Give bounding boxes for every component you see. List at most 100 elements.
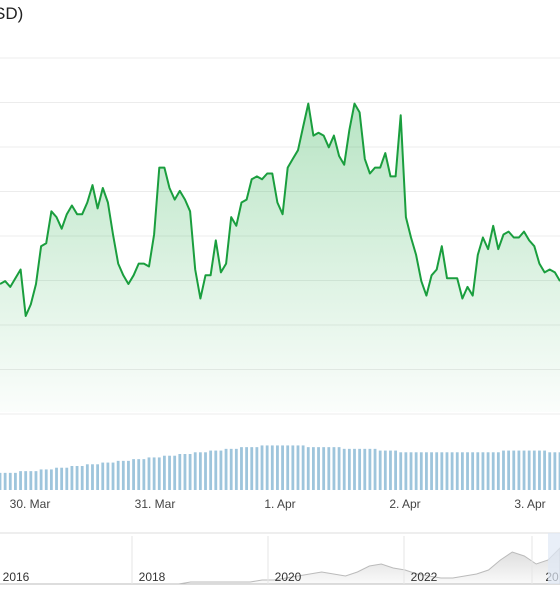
volume-bar xyxy=(142,459,146,490)
volume-bar xyxy=(224,448,228,490)
volume-bar xyxy=(265,445,269,490)
x-tick-label: 31. Mar xyxy=(135,497,176,511)
volume-bar xyxy=(44,469,48,490)
volume-bar xyxy=(440,452,444,490)
volume-bar xyxy=(39,469,43,490)
volume-bar xyxy=(260,445,264,490)
volume-bar xyxy=(491,452,495,490)
navigator-area xyxy=(0,547,560,585)
volume-bar xyxy=(183,454,187,490)
navigator-tick-label: 2016 xyxy=(3,570,30,584)
volume-bar xyxy=(363,448,367,490)
volume-bar xyxy=(173,455,177,490)
volume-bar xyxy=(229,448,233,490)
volume-bar xyxy=(327,447,331,490)
volume-bar xyxy=(34,471,38,490)
volume-bar xyxy=(65,467,69,490)
volume-bar xyxy=(527,450,531,490)
volume-bar xyxy=(317,447,320,490)
volume-bar xyxy=(281,445,284,490)
volume-bar xyxy=(132,459,135,490)
volume-bar xyxy=(558,452,560,490)
volume-bar xyxy=(209,450,213,490)
volume-bar xyxy=(19,471,22,490)
volume-bar xyxy=(425,452,428,490)
volume-bar xyxy=(286,445,290,490)
volume-bar xyxy=(188,454,192,490)
navigator-range-selection[interactable] xyxy=(548,533,560,584)
volume-bar xyxy=(245,447,249,490)
volume-bar xyxy=(373,448,377,490)
volume-bar xyxy=(486,452,490,490)
volume-bar xyxy=(481,452,485,490)
x-tick-label: 3. Apr xyxy=(514,497,545,511)
volume-bar xyxy=(234,448,238,490)
volume-bar xyxy=(121,460,125,490)
volume-bar xyxy=(193,452,197,490)
volume-bar xyxy=(219,450,223,490)
volume-bar xyxy=(538,450,541,490)
price-line xyxy=(0,102,560,317)
volume-bar xyxy=(368,448,372,490)
volume-bar xyxy=(3,472,7,490)
x-tick-label: 30. Mar xyxy=(10,497,51,511)
volume-bar xyxy=(127,460,130,490)
volume-bar xyxy=(0,472,2,490)
volume-bar xyxy=(85,464,89,490)
volume-bar xyxy=(471,452,475,490)
chart-title: SD) xyxy=(0,4,24,23)
volume-bar xyxy=(255,447,259,490)
volume-bar xyxy=(507,450,511,490)
volume-bar xyxy=(517,450,521,490)
volume-bar xyxy=(24,471,28,490)
volume-bar xyxy=(455,452,459,490)
volume-bar xyxy=(178,454,182,490)
volume-bar xyxy=(163,455,166,490)
volume-bar xyxy=(378,450,382,490)
volume-bar xyxy=(532,450,536,490)
volume-bar xyxy=(14,472,17,490)
volume-bar xyxy=(276,445,279,490)
volume-bar xyxy=(204,452,207,490)
volume-bar xyxy=(49,469,53,490)
volume-bar xyxy=(91,464,94,490)
volume-bar xyxy=(522,450,526,490)
volume-bar xyxy=(389,450,392,490)
volume-bar xyxy=(291,445,295,490)
volume-bar xyxy=(450,452,454,490)
volume-bar xyxy=(466,452,469,490)
volume-bar xyxy=(198,452,202,490)
navigator-tick-label: 2018 xyxy=(139,570,166,584)
volume-bar xyxy=(435,452,439,490)
x-axis-labels: 30. Mar 31. Mar 1. Apr 2. Apr 3. Apr xyxy=(10,497,546,511)
volume-bar xyxy=(75,466,79,490)
volume-bar xyxy=(157,457,161,490)
volume-bar xyxy=(137,459,141,490)
volume-bar xyxy=(70,466,74,490)
volume-bar xyxy=(399,452,403,490)
volume-bar xyxy=(445,452,449,490)
volume-bar xyxy=(502,450,505,490)
volume-bar xyxy=(270,445,274,490)
volume-bar xyxy=(419,452,423,490)
volume-bar xyxy=(116,460,120,490)
volume-bar xyxy=(512,450,516,490)
volume-bar xyxy=(337,447,341,490)
volume-bar xyxy=(353,448,356,490)
volume-bar xyxy=(80,466,84,490)
navigator[interactable]: 201620182020202220 xyxy=(0,532,560,585)
volume-bar xyxy=(409,452,413,490)
volume-bar xyxy=(106,462,110,490)
volume-bar xyxy=(460,452,464,490)
volume-bar xyxy=(543,450,546,490)
navigator-tick-label: 2020 xyxy=(275,570,302,584)
volume-bar xyxy=(347,448,351,490)
volume-bar xyxy=(240,447,243,490)
volume-bar xyxy=(214,450,218,490)
price-area xyxy=(0,103,560,412)
x-tick-label: 2. Apr xyxy=(389,497,420,511)
volume-bar xyxy=(55,467,58,490)
navigator-tick-label: 2022 xyxy=(411,570,438,584)
volume-bar xyxy=(476,452,480,490)
